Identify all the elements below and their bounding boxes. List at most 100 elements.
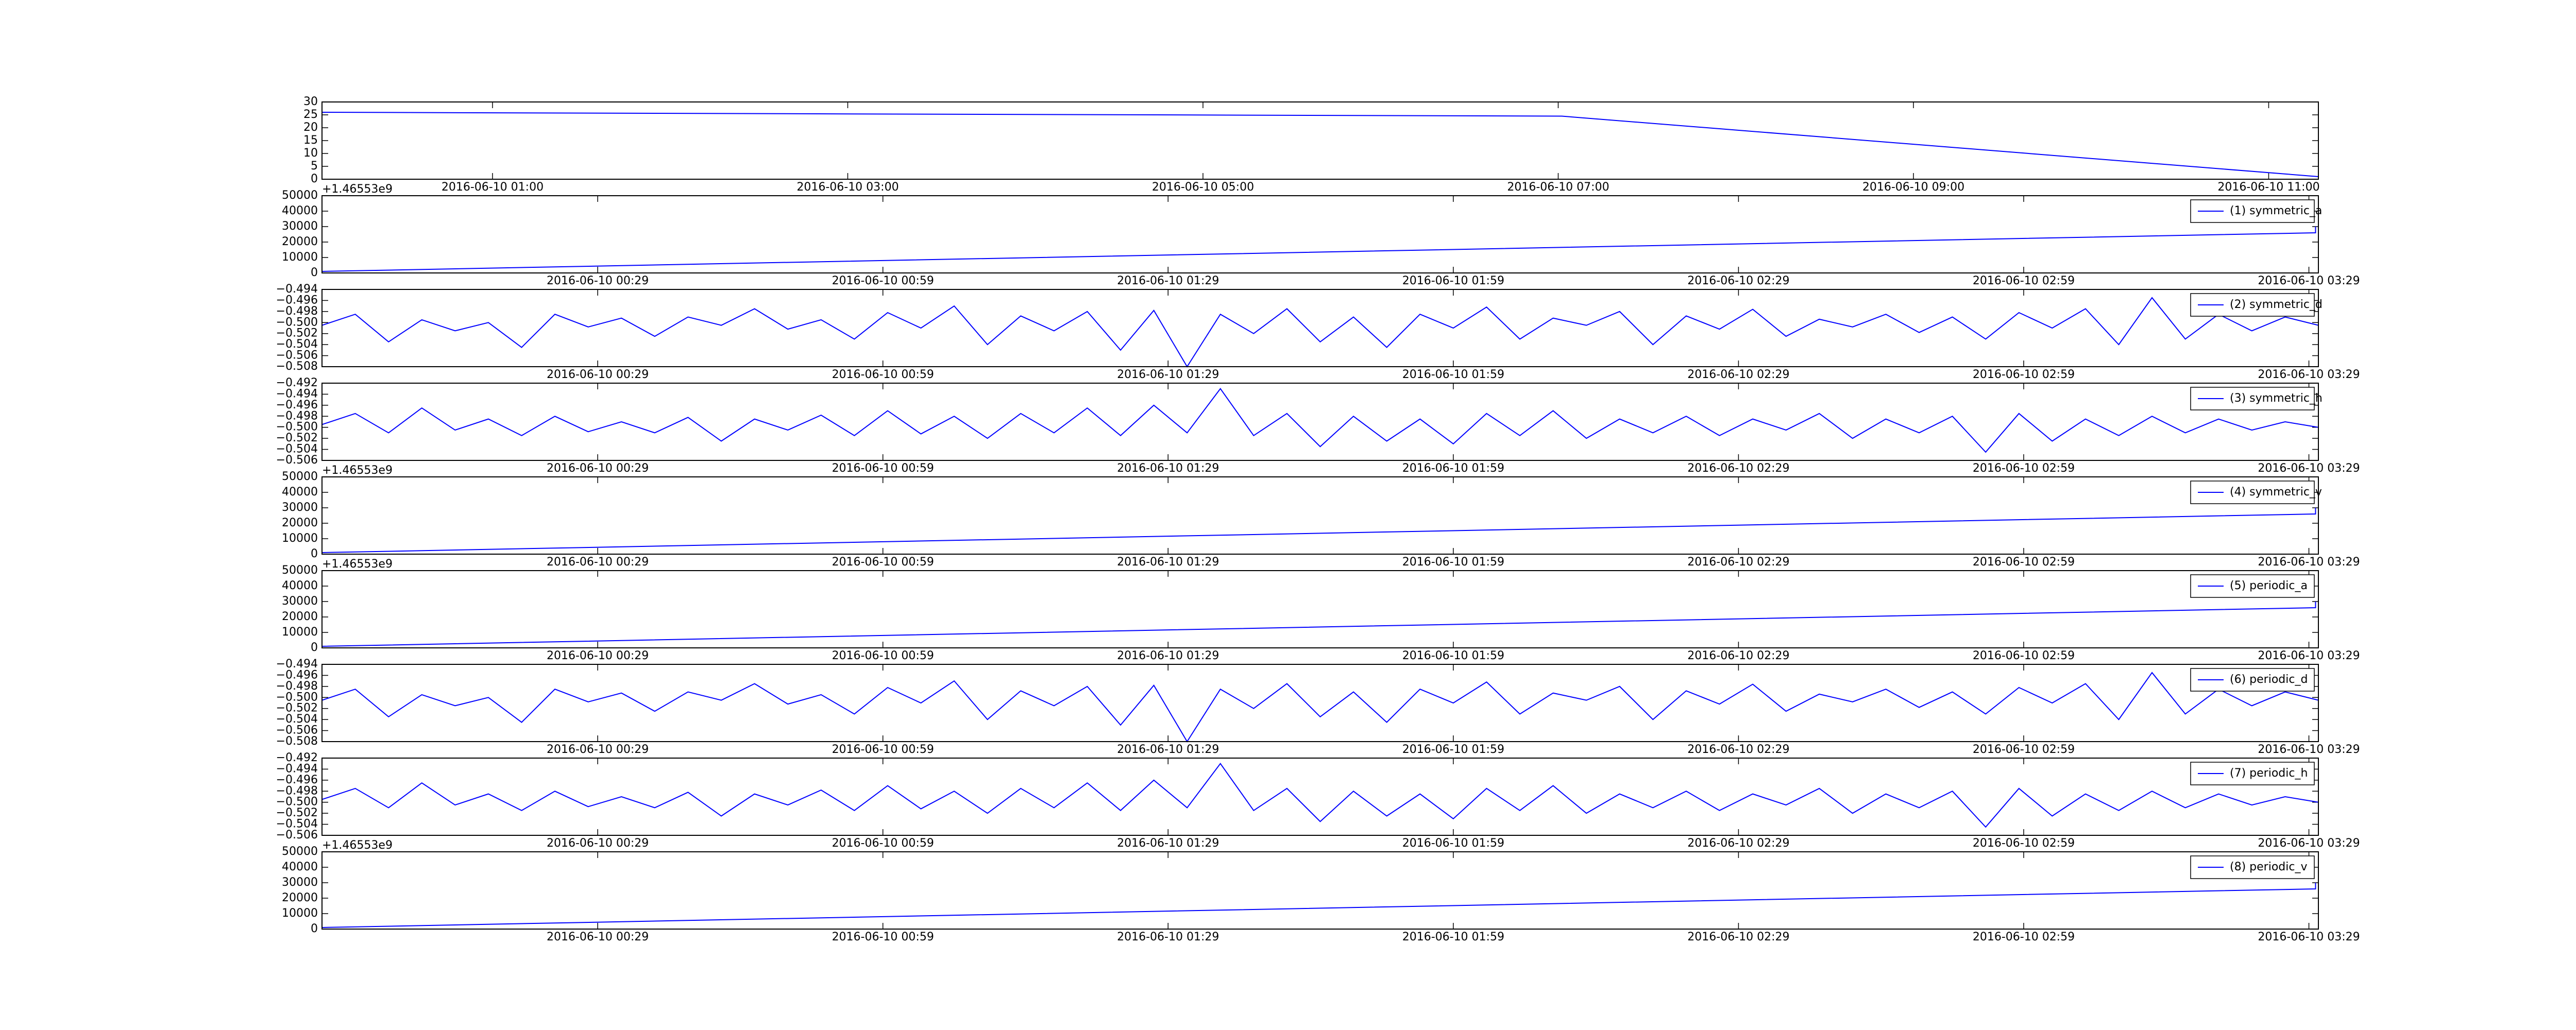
series-line — [321, 297, 2319, 368]
y-tick-label: −0.504 — [276, 818, 318, 831]
x-tick-label: 2016-06-10 03:29 — [2258, 837, 2360, 850]
axes-frame — [321, 289, 2319, 367]
y-offset-label: +1.46553e9 — [322, 183, 393, 196]
y-tick-label: −0.498 — [276, 680, 318, 693]
x-tick-label: 2016-06-10 03:29 — [2258, 368, 2360, 381]
x-tick-label: 2016-06-10 03:29 — [2258, 556, 2360, 569]
axes-frame — [321, 851, 2319, 930]
series-line — [321, 602, 2316, 647]
y-tick-label: −0.502 — [276, 806, 318, 819]
y-tick-label: 30000 — [282, 220, 318, 233]
y-tick-label: −0.494 — [276, 387, 318, 400]
axes-frame — [321, 758, 2319, 836]
x-tick-label: 2016-06-10 07:00 — [1507, 181, 1609, 194]
legend-label: (4) symmetric_v — [2230, 486, 2322, 499]
x-tick-label: 2016-06-10 00:29 — [547, 743, 649, 756]
y-tick-label: 5 — [311, 160, 318, 173]
y-tick-label: −0.496 — [276, 294, 318, 306]
y-tick-label: −0.502 — [276, 327, 318, 340]
legend-label: (7) periodic_h — [2230, 767, 2308, 780]
x-tick-label: 2016-06-10 05:00 — [1152, 181, 1254, 194]
x-tick-label: 2016-06-10 00:59 — [832, 274, 934, 287]
y-tick-label: 0 — [311, 922, 318, 935]
y-tick-label: 20000 — [282, 610, 318, 623]
y-offset-label: +1.46553e9 — [322, 839, 393, 852]
series-line — [321, 883, 2316, 928]
y-tick-label: 10000 — [282, 532, 318, 545]
axes-frame — [321, 101, 2319, 180]
x-tick-label: 2016-06-10 01:59 — [1402, 931, 1504, 943]
x-tick-label: 2016-06-10 00:59 — [832, 649, 934, 662]
x-tick-label: 2016-06-10 01:29 — [1117, 649, 1219, 662]
x-tick-label: 2016-06-10 00:29 — [547, 649, 649, 662]
x-tick-label: 2016-06-10 01:59 — [1402, 556, 1504, 569]
x-tick-label: 2016-06-10 03:29 — [2258, 274, 2360, 287]
x-tick-label: 2016-06-10 03:29 — [2258, 931, 2360, 943]
y-tick-label: 20000 — [282, 891, 318, 904]
series-line — [321, 227, 2316, 272]
y-tick-label: 40000 — [282, 861, 318, 873]
x-tick-label: 2016-06-10 02:29 — [1687, 743, 1789, 756]
x-tick-label: 2016-06-10 03:29 — [2258, 462, 2360, 475]
y-tick-label: −0.506 — [276, 454, 318, 467]
axes-frame — [321, 383, 2319, 461]
legend-label: (5) periodic_a — [2230, 579, 2308, 592]
x-tick-label: 2016-06-10 00:29 — [547, 931, 649, 943]
legend-label: (6) periodic_d — [2230, 673, 2308, 686]
series-line — [321, 672, 2319, 743]
y-offset-label: +1.46553e9 — [322, 464, 393, 477]
legend-label: (8) periodic_v — [2230, 861, 2307, 873]
legend-label: (2) symmetric_d — [2230, 298, 2323, 311]
x-tick-label: 2016-06-10 01:29 — [1117, 462, 1219, 475]
y-offset-label: +1.46553e9 — [322, 558, 393, 571]
x-tick-label: 2016-06-10 02:59 — [1973, 556, 2075, 569]
y-tick-label: −0.498 — [276, 409, 318, 422]
subplot: −0.508−0.506−0.504−0.502−0.500−0.498−0.4… — [276, 658, 2360, 756]
y-tick-label: −0.506 — [276, 349, 318, 362]
y-tick-label: −0.492 — [276, 751, 318, 764]
series-line — [321, 388, 2319, 453]
x-tick-label: 2016-06-10 01:29 — [1117, 837, 1219, 850]
y-tick-label: −0.498 — [276, 784, 318, 797]
x-tick-label: 2016-06-10 01:29 — [1117, 556, 1219, 569]
y-tick-label: 30000 — [282, 876, 318, 889]
x-tick-label: 2016-06-10 01:59 — [1402, 837, 1504, 850]
y-tick-label: 0 — [311, 641, 318, 654]
x-tick-label: 2016-06-10 03:00 — [796, 181, 899, 194]
y-tick-label: 20000 — [282, 517, 318, 529]
y-tick-label: 40000 — [282, 486, 318, 499]
x-tick-label: 2016-06-10 02:59 — [1973, 649, 2075, 662]
subplot: −0.506−0.504−0.502−0.500−0.498−0.496−0.4… — [276, 376, 2360, 475]
y-tick-label: 50000 — [282, 189, 318, 202]
y-tick-label: 15 — [303, 134, 318, 147]
x-tick-label: 2016-06-10 09:00 — [1862, 181, 1964, 194]
y-tick-label: −0.504 — [276, 713, 318, 726]
x-tick-label: 2016-06-10 00:29 — [547, 556, 649, 569]
y-tick-label: −0.504 — [276, 443, 318, 456]
x-tick-label: 2016-06-10 01:00 — [442, 181, 544, 194]
y-tick-label: 10 — [303, 147, 318, 160]
subplot: 0 10000 20000 30000 40000 50000 2016-06-10 00:… — [282, 183, 2360, 287]
x-tick-label: 2016-06-10 03:29 — [2258, 743, 2360, 756]
x-tick-label: 2016-06-10 01:29 — [1117, 368, 1219, 381]
x-tick-label: 2016-06-10 00:29 — [547, 462, 649, 475]
y-tick-label: −0.494 — [276, 283, 318, 296]
x-tick-label: 2016-06-10 00:59 — [832, 368, 934, 381]
y-tick-label: 20000 — [282, 235, 318, 248]
y-tick-label: 40000 — [282, 579, 318, 592]
y-tick-label: 50000 — [282, 470, 318, 483]
y-tick-label: 10000 — [282, 251, 318, 264]
subplot: 0 10000 20000 30000 40000 50000 2016-06-10 00:… — [282, 464, 2360, 569]
y-tick-label: −0.500 — [276, 691, 318, 703]
y-tick-label: 0 — [311, 266, 318, 279]
series-line — [321, 112, 2319, 177]
x-tick-label: 2016-06-10 02:29 — [1687, 274, 1789, 287]
x-tick-label: 2016-06-10 00:29 — [547, 837, 649, 850]
y-tick-label: 20 — [303, 121, 318, 134]
x-tick-label: 2016-06-10 01:59 — [1402, 462, 1504, 475]
x-tick-label: 2016-06-10 02:29 — [1687, 837, 1789, 850]
y-tick-label: 30000 — [282, 595, 318, 608]
y-tick-label: 30000 — [282, 501, 318, 514]
